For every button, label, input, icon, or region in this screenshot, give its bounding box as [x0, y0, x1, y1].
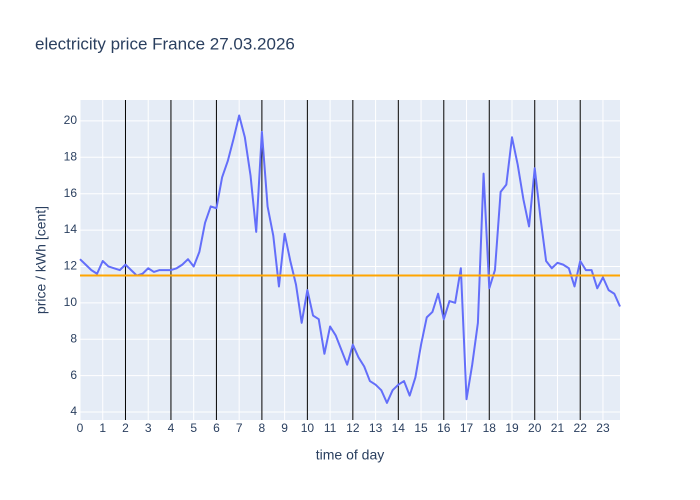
x-tick-label: 8 — [259, 421, 266, 435]
chart-title: electricity price France 27.03.2026 — [35, 34, 295, 53]
x-tick-label: 20 — [528, 421, 542, 435]
y-tick-label: 8 — [70, 331, 77, 345]
y-tick-label: 4 — [70, 404, 77, 418]
x-tick-label: 11 — [324, 421, 337, 435]
x-tick-label: 22 — [574, 421, 588, 435]
x-tick-label: 2 — [122, 421, 129, 435]
plot-area — [80, 100, 620, 420]
x-tick-label: 17 — [460, 421, 474, 435]
x-tick-label: 21 — [551, 421, 565, 435]
y-tick-label: 10 — [64, 295, 78, 309]
y-tick-label: 20 — [64, 113, 78, 127]
x-tick-label: 6 — [213, 421, 220, 435]
x-tick-label: 19 — [505, 421, 519, 435]
x-tick-label: 9 — [281, 421, 288, 435]
x-tick-label: 16 — [437, 421, 451, 435]
x-tick-label: 18 — [483, 421, 497, 435]
x-tick-label: 13 — [369, 421, 383, 435]
x-tick-label: 7 — [236, 421, 243, 435]
x-tick-label: 10 — [301, 421, 315, 435]
y-tick-label: 14 — [64, 222, 78, 236]
y-tick-label: 16 — [64, 186, 78, 200]
x-axis-label: time of day — [316, 447, 384, 463]
y-tick-label: 6 — [70, 368, 77, 382]
x-tick-label: 14 — [392, 421, 406, 435]
y-axis-label: price / kWh [cent] — [33, 206, 49, 314]
x-tick-label: 0 — [77, 421, 84, 435]
y-tick-label: 18 — [64, 149, 78, 163]
x-tick-label: 3 — [145, 421, 152, 435]
x-tick-label: 1 — [99, 421, 106, 435]
x-tick-label: 5 — [190, 421, 197, 435]
x-tick-label: 23 — [596, 421, 610, 435]
x-tick-label: 4 — [168, 421, 175, 435]
x-tick-label: 15 — [414, 421, 428, 435]
y-tick-label: 12 — [64, 259, 78, 273]
line-series — [79, 114, 621, 404]
x-tick-label: 12 — [346, 421, 360, 435]
